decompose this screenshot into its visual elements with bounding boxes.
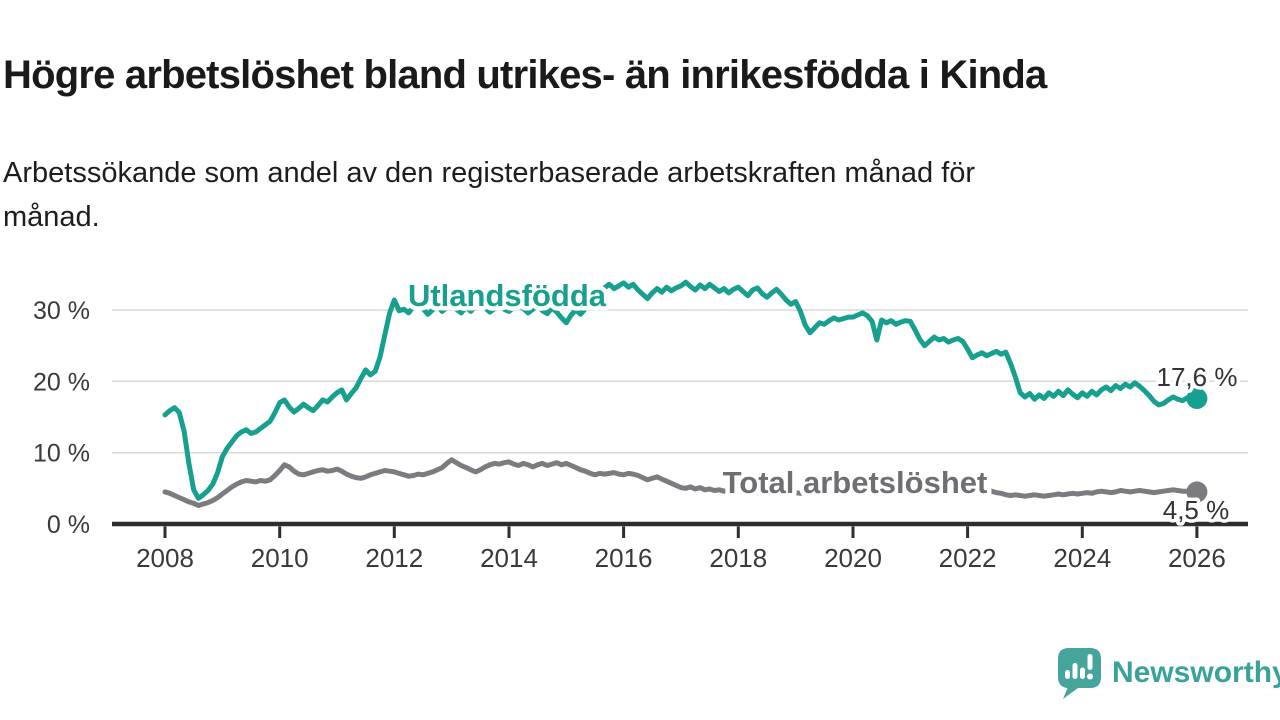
page-title: Högre arbetslöshet bland utrikes- än inr… xyxy=(3,52,1047,97)
series-lines xyxy=(162,279,1200,508)
logo-exclamation-dot xyxy=(1087,673,1093,680)
x-tick-label: 2016 xyxy=(595,543,653,573)
chart-subtitle: Arbetssökande som andel av den registerb… xyxy=(3,151,1203,239)
newsworthy-logo-icon xyxy=(1058,648,1101,699)
x-tick-label: 2010 xyxy=(251,543,309,573)
logo-bar-tall xyxy=(1072,663,1078,679)
axis-tick-labels: 0 % 10 % 20 % 30 % 2008 2010 2012 2014 2016 2018 2… xyxy=(33,297,1226,573)
x-tick-label: 2022 xyxy=(939,543,997,573)
y-tick-label: 10 % xyxy=(33,440,90,468)
axes xyxy=(112,521,1248,538)
series-label-total-arbetsloshet: Total arbetslöshet xyxy=(723,465,988,500)
chart-subtitle-line1: Arbetssökande som andel av den registerb… xyxy=(3,157,976,189)
end-dot-utlandsfodda xyxy=(1186,388,1208,409)
chart-subtitle-line2: månad. xyxy=(3,201,100,233)
x-tick-label: 2024 xyxy=(1053,543,1111,573)
logo-speech-bubble xyxy=(1058,648,1101,699)
end-dot-total-arbetsloshet xyxy=(1186,481,1208,503)
logo-exclamation-bar xyxy=(1087,654,1093,670)
x-tick-label: 2008 xyxy=(136,543,194,573)
series-label-utlandsfodda: Utlandsfödda xyxy=(408,278,607,313)
end-value-label-utlandsfodda: 17,6 % xyxy=(1157,362,1238,392)
logo-bar-small xyxy=(1065,670,1070,679)
y-tick-label: 0 % xyxy=(47,511,90,539)
newsworthy-brand-text: Newsworthy xyxy=(1112,656,1280,689)
x-tick-label: 2014 xyxy=(480,543,538,573)
x-tick-label: 2018 xyxy=(709,543,767,573)
end-value-label-total-arbetsloshet: 4,5 % xyxy=(1163,495,1230,525)
logo-bar-medium xyxy=(1080,667,1085,679)
series-line-total-arbetsloshet xyxy=(162,457,1200,508)
gridlines xyxy=(112,309,1248,454)
y-tick-label: 30 % xyxy=(33,297,90,325)
newsworthy-logo: Newsworthy xyxy=(1054,646,1280,700)
x-tick-label: 2020 xyxy=(824,543,882,573)
y-tick-label: 20 % xyxy=(33,368,90,396)
series-end-dots xyxy=(1186,388,1208,503)
x-tick-label: 2012 xyxy=(365,543,423,573)
x-tick-label: 2026 xyxy=(1168,543,1226,573)
series-line-utlandsfodda xyxy=(162,279,1200,501)
